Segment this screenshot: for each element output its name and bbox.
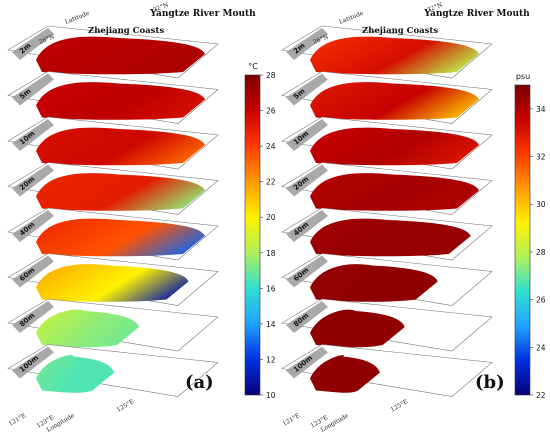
axis-label-latitude: Latitude [338, 10, 365, 26]
layer-field [36, 82, 205, 120]
layer-100m: 100m [281, 344, 493, 397]
layer-field [36, 264, 189, 302]
colorbar-unit: psu [516, 72, 530, 81]
layer-field [36, 173, 205, 211]
colorbar-tick-label: 26 [536, 296, 546, 305]
layer-field [310, 127, 479, 166]
layer-field [36, 218, 205, 257]
layer-field [310, 173, 479, 211]
layer-2m: 2m [7, 25, 219, 79]
annotation-zhejiang-coasts: Zhejiang Coasts [362, 26, 438, 36]
coastline-band [286, 301, 328, 333]
layer-100m: 100m [7, 344, 219, 397]
coastline-band [12, 164, 54, 197]
coastline-band [286, 255, 328, 288]
coastline-band [12, 346, 54, 379]
colorbar-bar [244, 74, 261, 396]
layer-field [310, 264, 438, 302]
tick-label: 121°E [8, 412, 28, 427]
colorbar-tick-label: 34 [536, 105, 546, 114]
layer-field [310, 82, 479, 120]
coastline-band [286, 73, 328, 106]
coastline-band [12, 210, 54, 242]
colorbar-unit: °C [248, 62, 258, 71]
layer-5m: 5m [7, 71, 219, 124]
colorbar-tick-label: 22 [536, 391, 546, 400]
colorbar-tick-label: 30 [536, 200, 546, 209]
tick-label: 125°E [116, 398, 136, 413]
coastline-band [12, 28, 54, 60]
coastline-band [286, 119, 328, 151]
layer-field [36, 127, 205, 166]
tick-label: 121°E [282, 412, 302, 427]
coastline-band [12, 255, 54, 288]
colorbar-tick-label: 22 [266, 178, 276, 187]
colorbar-tick-label: 16 [266, 284, 276, 293]
colorbar-tick-label: 10 [266, 391, 276, 400]
colorbar-tick-label: 14 [266, 320, 276, 329]
layer-field [310, 36, 479, 75]
layer-field [36, 36, 205, 75]
colorbar-tick-label: 32 [536, 153, 546, 162]
coastline-band [286, 346, 328, 379]
panel-label: (b) [475, 372, 505, 393]
layer-field [36, 355, 115, 393]
tick-label: 125°E [390, 398, 410, 413]
layer-2m: 2m [281, 25, 493, 79]
axis-label-latitude: Latitude [64, 10, 91, 26]
layer-80m: 80m [7, 298, 219, 352]
coastline-band [286, 28, 328, 60]
colorbar-tick-label: 12 [266, 355, 276, 364]
colorbar-tick-label: 18 [266, 249, 276, 258]
layer-field [36, 309, 139, 348]
colorbar-bar [514, 84, 531, 396]
layer-10m: 10m [281, 116, 493, 170]
colorbar-tick-label: 28 [536, 248, 546, 257]
coastline-band [12, 301, 54, 333]
layer-10m: 10m [7, 116, 219, 170]
panel-label: (a) [185, 372, 214, 393]
annotation-yangtze-river-mouth: Yangtze River Mouth [423, 9, 530, 19]
layer-field [310, 309, 405, 348]
colorbar-tick-label: 24 [266, 142, 276, 151]
coastline-band [12, 73, 54, 106]
colorbar-tick-label: 26 [266, 107, 276, 116]
colorbar: °C 28 26 24 22 20 18 16 14 12 10 [244, 62, 276, 400]
layer-40m: 40m [281, 207, 493, 261]
annotation-zhejiang-coasts: Zhejiang Coasts [88, 26, 164, 36]
layer-60m: 60m [7, 253, 219, 306]
layer-60m: 60m [281, 253, 493, 306]
colorbar: psu 34 32 30 28 26 24 22 [514, 72, 546, 400]
colorbar-tick-label: 20 [266, 213, 276, 222]
layer-field [310, 218, 471, 257]
layer-80m: 80m [281, 298, 493, 352]
colorbar-tick-label: 24 [536, 343, 546, 352]
coastline-band [12, 119, 54, 151]
coastline-band [286, 164, 328, 197]
layer-40m: 40m [7, 207, 219, 261]
coastline-band [286, 210, 328, 242]
annotation-yangtze-river-mouth: Yangtze River Mouth [149, 9, 256, 19]
colorbar-tick-label: 28 [266, 71, 276, 80]
layer-20m: 20m [281, 162, 493, 215]
layer-20m: 20m [7, 162, 219, 215]
layer-5m: 5m [281, 71, 493, 124]
layer-field [310, 355, 380, 393]
